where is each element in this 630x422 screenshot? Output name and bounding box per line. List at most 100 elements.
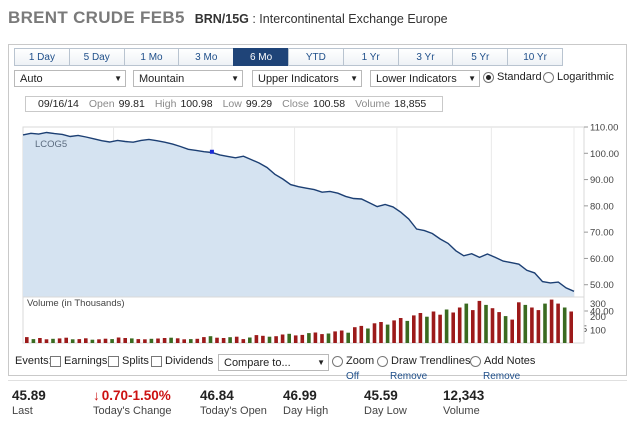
quote-stats: 45.89 Last ↓ 0.70-1.50% Today's Change 46.84 T… <box>0 388 630 422</box>
volume-bar <box>300 334 305 343</box>
volume-bar <box>51 338 55 343</box>
chart-panel: 1 Day 5 Day 1 Mo 3 Mo 6 Mo YTD 1 Yr 3 Yr 5 Yr 10 … <box>8 44 628 382</box>
volume-bar <box>169 337 173 343</box>
upper-indicators-value: Upper Indicators <box>258 72 339 85</box>
chevron-down-icon: ▼ <box>231 74 239 83</box>
stat-label: Volume <box>443 405 480 417</box>
volume-bar <box>556 303 560 343</box>
volume-bar <box>497 312 501 343</box>
volume-bar <box>44 339 49 343</box>
range-tabs: 1 Day 5 Day 1 Mo 3 Mo 6 Mo YTD 1 Yr 3 Yr 5 Yr 10 … <box>14 48 563 66</box>
upper-indicators-select[interactable]: Upper Indicators ▼ <box>252 70 362 87</box>
logarithmic-label: Logarithmic <box>557 71 614 83</box>
volume-bar <box>405 320 410 343</box>
chevron-down-icon: ▼ <box>350 74 358 83</box>
standard-radio[interactable]: Standard <box>483 71 542 83</box>
price-line <box>22 131 575 292</box>
y-tick-label: 110.00 <box>590 123 618 134</box>
close-label: Close <box>282 98 309 110</box>
volume-bar <box>418 313 423 343</box>
notes-radio[interactable]: Add Notes <box>470 355 535 367</box>
y-tick-label: 40.00 <box>590 307 614 318</box>
volume-bar <box>103 338 108 343</box>
volume-bar <box>221 338 226 343</box>
volume-label: Volume <box>355 98 391 110</box>
tab-6-mo[interactable]: 6 Mo <box>233 48 289 66</box>
open-value: 99.81 <box>118 98 145 110</box>
volume-bar <box>110 339 114 343</box>
exchange-name: : Intercontinental Exchange Europe <box>248 12 448 26</box>
volume-bar <box>149 338 154 343</box>
volume-bar <box>293 335 298 343</box>
radio-unselected-icon <box>470 355 481 367</box>
volume-bar <box>123 338 127 343</box>
volume-bar <box>431 311 436 343</box>
volume-bar <box>195 338 200 343</box>
checkbox-icon <box>151 355 162 367</box>
notes-remove-link[interactable]: Remove <box>483 371 521 382</box>
y-tick-label: 50.00 <box>590 280 614 291</box>
checkbox-icon <box>108 355 119 367</box>
zoom-radio[interactable]: Zoom <box>332 355 374 367</box>
volume-bar <box>510 319 514 343</box>
tab-ytd[interactable]: YTD <box>287 48 344 66</box>
earnings-checkbox[interactable]: Earnings <box>50 355 107 367</box>
price-chart[interactable]: 2014AugSepOctNovDecJan2015LCOG5110.00100… <box>9 91 628 353</box>
low-value: 99.29 <box>245 98 273 110</box>
stat-value-text: 0.70-1.50% <box>101 388 171 403</box>
lower-indicators-select[interactable]: Lower Indicators ▼ <box>370 70 480 87</box>
volume-bar <box>57 338 62 343</box>
volume-bar <box>379 322 383 343</box>
events-toolbar: Events: Earnings Splits Dividends Compar… <box>9 353 628 382</box>
volume-bar <box>280 334 285 343</box>
volume-bar <box>562 307 567 343</box>
compare-select[interactable]: Compare to... ▼ <box>218 354 329 371</box>
volume-bar <box>333 331 337 343</box>
notes-label: Add Notes <box>484 355 536 367</box>
tab-5-day[interactable]: 5 Day <box>68 48 125 66</box>
volume-bar <box>156 338 160 343</box>
logarithmic-radio[interactable]: Logarithmic <box>543 71 614 83</box>
y-tick-label: 60.00 <box>590 254 614 265</box>
tab-3-yr[interactable]: 3 Yr <box>397 48 454 66</box>
volume-bar <box>398 318 403 343</box>
chart-type-select[interactable]: Mountain ▼ <box>133 70 243 87</box>
volume-bar <box>307 333 311 343</box>
zoom-off-link[interactable]: Off <box>346 371 360 382</box>
trendlines-remove-link[interactable]: Remove <box>390 371 428 382</box>
volume-bar <box>339 330 344 343</box>
lower-indicators-value: Lower Indicators <box>376 72 457 85</box>
earnings-label: Earnings <box>64 355 108 367</box>
tab-1-day[interactable]: 1 Day <box>14 48 70 66</box>
trendlines-label: Draw Trendlines <box>391 355 471 367</box>
stat-value: 12,343 <box>443 388 485 403</box>
page-header: BRENT CRUDE FEB5 BRN/15G : Intercontinen… <box>8 8 448 30</box>
stat-volume: 12,343 Volume <box>443 388 484 417</box>
volume-bar <box>287 333 291 343</box>
volume-bar <box>438 314 442 343</box>
y-tick-label: 90.00 <box>590 175 614 186</box>
tab-1-yr[interactable]: 1 Yr <box>342 48 399 66</box>
compare-select-value: Compare to... <box>224 356 291 369</box>
tab-5-yr[interactable]: 5 Yr <box>452 48 509 66</box>
volume-bar <box>346 332 350 343</box>
y-tick-label: 80.00 <box>590 201 614 212</box>
interval-select[interactable]: Auto ▼ <box>14 70 126 87</box>
splits-checkbox[interactable]: Splits <box>108 355 149 367</box>
tab-3-mo[interactable]: 3 Mo <box>178 48 235 66</box>
volume-value: 18,855 <box>394 98 427 110</box>
volume-bar <box>25 337 29 343</box>
volume-bar <box>313 332 318 343</box>
tab-10-yr[interactable]: 10 Yr <box>507 48 563 66</box>
volume-tick-label: 300 <box>590 299 606 310</box>
radio-unselected-icon <box>543 71 554 83</box>
close-value: 100.58 <box>312 98 346 110</box>
stat-last: 45.89 Last <box>12 388 46 417</box>
stat-value: 45.89 <box>12 388 46 403</box>
volume-bar <box>274 336 278 343</box>
dividends-checkbox[interactable]: Dividends <box>151 355 213 367</box>
volume-bar <box>97 339 101 343</box>
tab-1-mo[interactable]: 1 Mo <box>123 48 180 66</box>
standard-label: Standard <box>497 71 542 83</box>
trendlines-radio[interactable]: Draw Trendlines <box>377 355 470 367</box>
